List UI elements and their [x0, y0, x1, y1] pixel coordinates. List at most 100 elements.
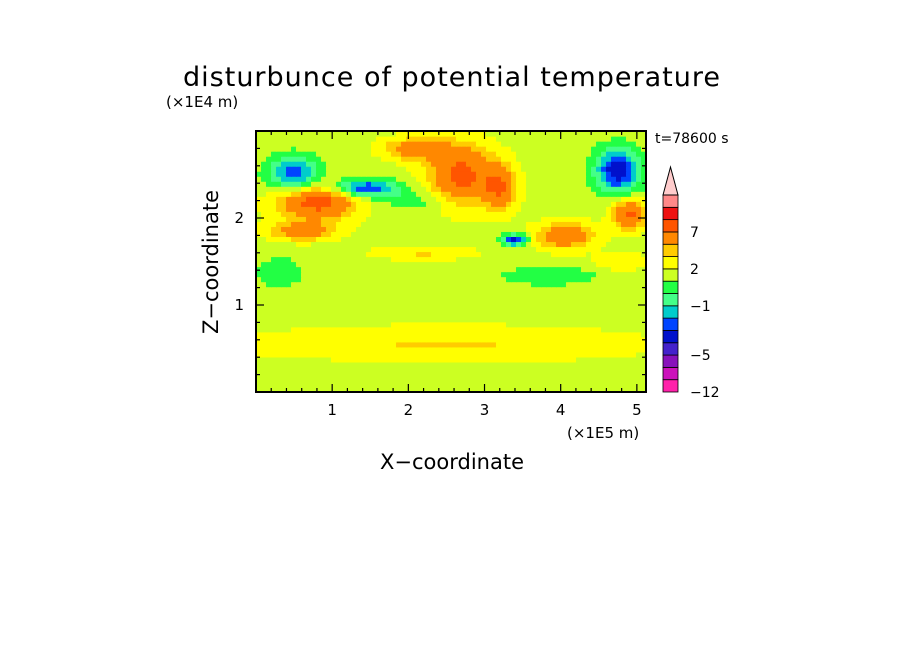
- field-cell: [401, 286, 407, 293]
- field-cell: [436, 341, 442, 348]
- field-cell: [281, 301, 287, 308]
- field-cell: [361, 271, 367, 278]
- field-cell: [601, 166, 607, 172]
- field-cell: [611, 271, 617, 278]
- field-cell: [466, 246, 472, 253]
- field-cell: [366, 211, 372, 217]
- field-cell: [496, 321, 502, 328]
- field-cell: [331, 166, 337, 172]
- field-cell: [361, 266, 367, 273]
- field-cell: [556, 136, 562, 142]
- field-cell: [571, 196, 577, 202]
- field-cell: [526, 376, 532, 383]
- field-cell: [491, 361, 497, 368]
- field-cell: [276, 316, 282, 323]
- field-cell: [276, 246, 282, 253]
- field-cell: [581, 376, 587, 383]
- field-cell: [396, 156, 402, 162]
- field-cell: [521, 301, 527, 308]
- field-cell: [561, 271, 567, 278]
- field-cell: [286, 156, 292, 162]
- field-cell: [586, 311, 592, 318]
- field-cell: [496, 296, 502, 303]
- field-cell: [361, 296, 367, 303]
- field-cell: [551, 246, 557, 253]
- field-cell: [496, 286, 502, 293]
- field-cell: [476, 381, 482, 388]
- colorbar-tick-label: 7: [690, 225, 699, 241]
- field-cell: [466, 156, 472, 162]
- field-cell: [526, 241, 532, 248]
- field-cell: [341, 291, 347, 298]
- field-cell: [621, 366, 627, 373]
- field-cell: [341, 211, 347, 217]
- field-cell: [466, 151, 472, 157]
- field-cell: [596, 226, 602, 232]
- field-cell: [391, 326, 397, 333]
- field-cell: [376, 131, 382, 137]
- field-cell: [526, 386, 532, 392]
- field-cell: [276, 216, 282, 222]
- field-cell: [316, 276, 322, 283]
- field-cell: [256, 261, 262, 268]
- field-cell: [416, 186, 422, 192]
- field-cell: [416, 261, 422, 268]
- field-cell: [631, 291, 637, 298]
- field-cell: [561, 381, 567, 388]
- field-cell: [371, 146, 377, 152]
- field-cell: [566, 251, 572, 258]
- field-cell: [586, 376, 592, 383]
- field-cell: [336, 141, 342, 147]
- field-cell: [571, 326, 577, 333]
- field-cell: [406, 226, 412, 232]
- field-cell: [641, 246, 646, 253]
- field-cell: [506, 361, 512, 368]
- field-cell: [376, 341, 382, 348]
- field-cell: [311, 366, 317, 373]
- field-cell: [641, 236, 646, 243]
- field-cell: [641, 216, 646, 222]
- field-cell: [481, 266, 487, 273]
- field-cell: [376, 181, 382, 187]
- field-cell: [396, 171, 402, 177]
- field-cell: [311, 276, 317, 283]
- field-cell: [576, 291, 582, 298]
- field-cell: [561, 371, 567, 378]
- field-cell: [431, 141, 437, 147]
- field-cell: [311, 131, 317, 137]
- field-cell: [606, 351, 612, 358]
- field-cell: [546, 226, 552, 232]
- field-cell: [341, 311, 347, 318]
- field-cell: [576, 196, 582, 202]
- field-cell: [566, 296, 572, 303]
- field-cell: [576, 206, 582, 212]
- field-cell: [461, 321, 467, 328]
- field-cell: [621, 186, 627, 192]
- field-cell: [261, 361, 267, 368]
- field-cell: [501, 296, 507, 303]
- field-cell: [626, 376, 632, 383]
- field-cell: [346, 346, 352, 353]
- field-cell: [586, 351, 592, 358]
- field-cell: [566, 156, 572, 162]
- field-cell: [636, 201, 642, 207]
- field-cell: [591, 136, 597, 142]
- field-cell: [306, 251, 312, 258]
- field-cell: [496, 281, 502, 288]
- field-cell: [296, 156, 302, 162]
- field-cell: [426, 361, 432, 368]
- field-cell: [391, 171, 397, 177]
- field-cell: [421, 221, 427, 227]
- field-cell: [406, 161, 412, 167]
- field-cell: [261, 151, 267, 157]
- field-cell: [271, 306, 277, 313]
- field-cell: [536, 301, 542, 308]
- field-cell: [306, 291, 312, 298]
- field-cell: [526, 371, 532, 378]
- field-cell: [401, 236, 407, 243]
- field-cell: [561, 171, 567, 177]
- field-cell: [306, 321, 312, 328]
- field-cell: [606, 306, 612, 313]
- field-cell: [566, 371, 572, 378]
- field-cell: [556, 296, 562, 303]
